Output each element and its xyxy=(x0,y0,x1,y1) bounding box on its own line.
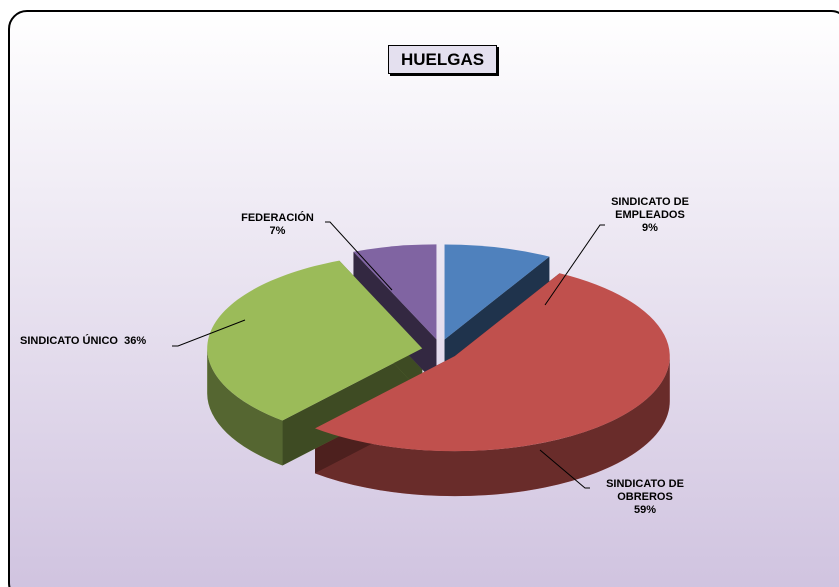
value-label: 59% xyxy=(633,504,657,516)
chart-title: HUELGAS xyxy=(388,45,497,74)
slice-label: SINDICATO DE OBREROS 59% xyxy=(590,478,700,517)
value-label: 9% xyxy=(642,222,658,234)
slice xyxy=(207,260,423,421)
pie xyxy=(207,244,670,497)
slice-side xyxy=(315,356,670,497)
slice xyxy=(353,244,437,340)
slice-side xyxy=(207,348,283,466)
slice-side-shade xyxy=(315,356,670,497)
category-label: SINDICATO DE OBREROS xyxy=(606,478,684,503)
slice xyxy=(444,244,550,340)
value-label: 36% xyxy=(124,335,147,347)
category-label: FEDERACIÓN xyxy=(241,212,314,224)
slice-label: FEDERACIÓN 7% xyxy=(230,212,325,238)
slice-wall-shade xyxy=(282,348,423,466)
slice-label: SINDICATO DE EMPLEADOS 9% xyxy=(590,196,710,235)
slice-label: SINDICATO ÚNICO 36% xyxy=(20,335,180,348)
value-label: 7% xyxy=(269,225,286,237)
slice xyxy=(315,273,670,452)
category-label: SINDICATO DE EMPLEADOS xyxy=(611,196,689,221)
slice-side-shade xyxy=(207,348,283,466)
category-label: SINDICATO ÚNICO xyxy=(20,335,118,347)
leader-lines xyxy=(172,221,605,489)
